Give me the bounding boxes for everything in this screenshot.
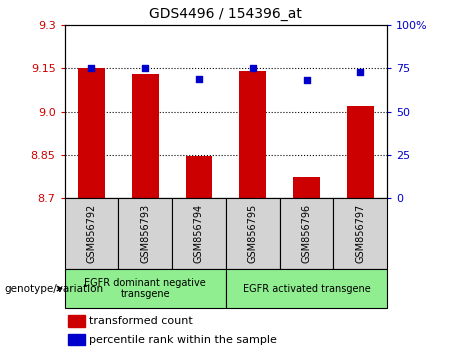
- Text: EGFR activated transgene: EGFR activated transgene: [242, 284, 371, 293]
- FancyBboxPatch shape: [65, 269, 226, 308]
- Title: GDS4496 / 154396_at: GDS4496 / 154396_at: [149, 7, 302, 21]
- Point: [195, 76, 203, 81]
- Point: [303, 78, 310, 83]
- Text: GSM856792: GSM856792: [86, 204, 96, 263]
- Point: [88, 65, 95, 71]
- FancyBboxPatch shape: [226, 269, 387, 308]
- FancyBboxPatch shape: [226, 198, 280, 269]
- Bar: [78, 68, 105, 198]
- FancyBboxPatch shape: [172, 198, 226, 269]
- Bar: [185, 156, 213, 198]
- Bar: [347, 106, 374, 198]
- Text: genotype/variation: genotype/variation: [5, 284, 104, 293]
- Point: [357, 69, 364, 74]
- FancyBboxPatch shape: [280, 198, 333, 269]
- Text: EGFR dominant negative
transgene: EGFR dominant negative transgene: [84, 278, 206, 299]
- Point: [249, 65, 256, 71]
- Bar: [293, 177, 320, 198]
- Bar: [132, 74, 159, 198]
- Bar: [68, 315, 85, 327]
- FancyBboxPatch shape: [65, 198, 118, 269]
- FancyBboxPatch shape: [333, 198, 387, 269]
- Text: GSM856796: GSM856796: [301, 204, 312, 263]
- Text: GSM856793: GSM856793: [140, 204, 150, 263]
- Text: GSM856795: GSM856795: [248, 204, 258, 263]
- Text: GSM856797: GSM856797: [355, 204, 366, 263]
- Point: [142, 65, 149, 71]
- Text: percentile rank within the sample: percentile rank within the sample: [89, 335, 277, 344]
- Bar: [239, 71, 266, 198]
- FancyBboxPatch shape: [118, 198, 172, 269]
- Text: GSM856794: GSM856794: [194, 204, 204, 263]
- Bar: [68, 334, 85, 346]
- Text: transformed count: transformed count: [89, 316, 192, 326]
